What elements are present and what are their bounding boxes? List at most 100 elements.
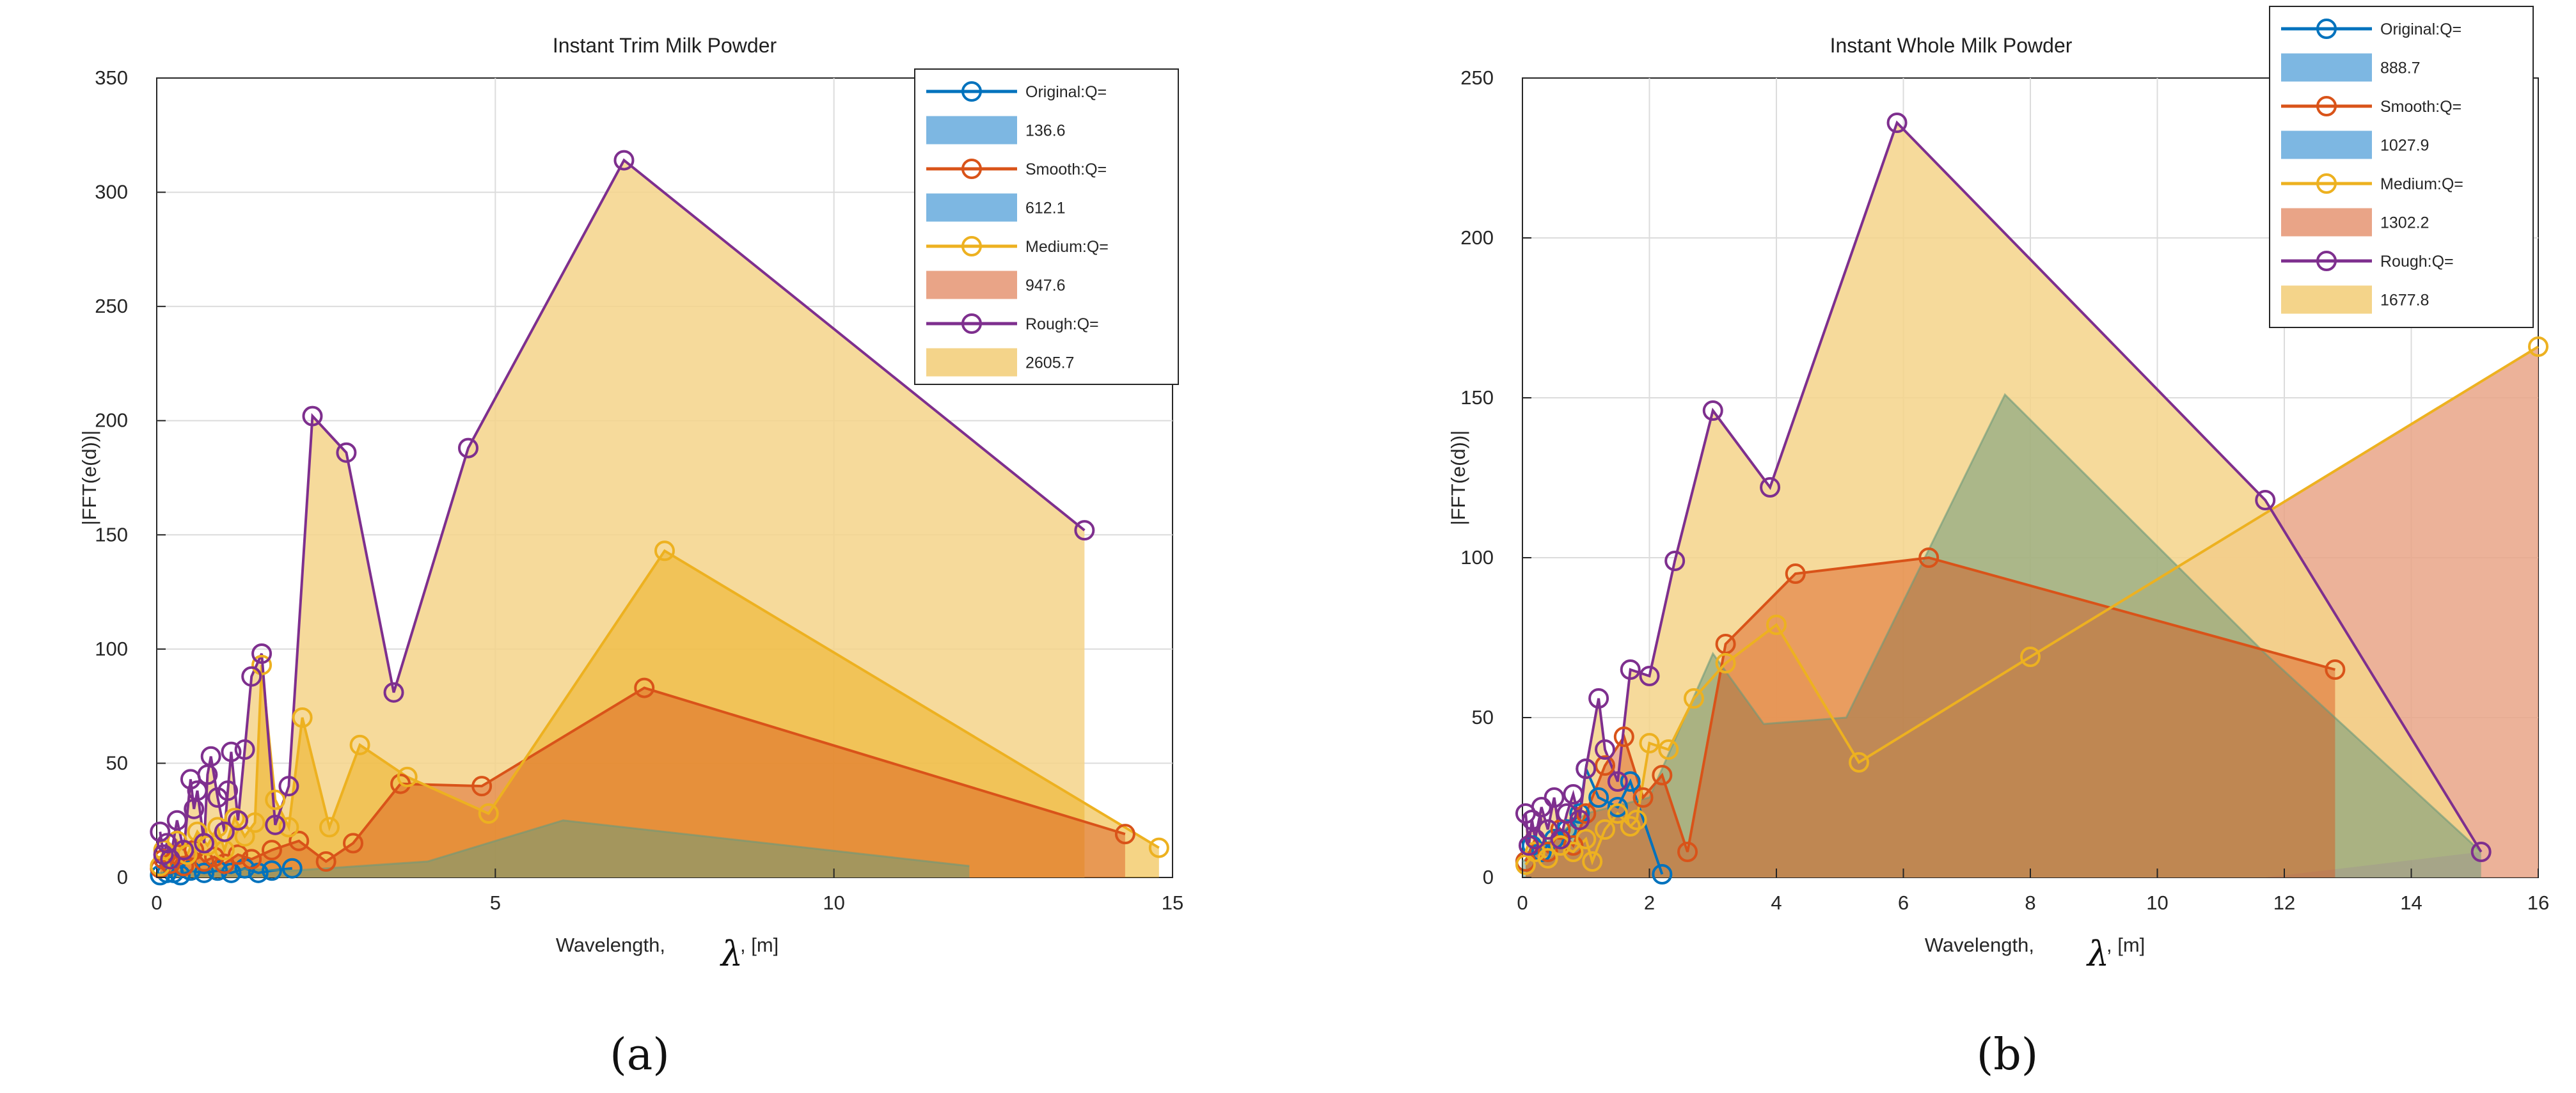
y-tick-labels: 0 50 100 150 200 250 300 350 [95,67,166,888]
data-point-rough [278,776,299,797]
legend-label: Medium:Q= [1025,238,1109,256]
x-tick-label: 2 [1644,892,1655,914]
data-point-medium [1550,835,1571,856]
legend-swatch [2281,285,2372,314]
legend-value: 1677.8 [2380,292,2429,310]
data-point-medium [1582,851,1603,872]
panel-label: (a) [610,1030,670,1080]
data-point-smooth [288,830,310,851]
data-point-medium [1683,688,1704,709]
y-tick-label: 0 [117,866,128,888]
x-tick-label: 5 [490,892,501,914]
data-point-rough [1607,771,1628,792]
legend-marker [961,159,982,179]
chart-title: Instant Trim Milk Powder [553,34,777,57]
data-point-rough [1563,784,1584,805]
y-tick-label: 100 [95,638,128,660]
x-axis-unit: , [m] [2106,934,2145,956]
legend-value: 2605.7 [1025,354,1074,372]
data-point-smooth [343,833,364,854]
legend-marker [2316,96,2337,116]
data-point-medium [397,766,418,787]
data-point-smooth [1785,563,1806,584]
y-tick-label: 0 [1483,866,1494,888]
x-tick-label: 4 [1771,892,1782,914]
data-point-medium [278,817,299,838]
data-point-rough [200,746,221,767]
x-axis-label: Wavelength, [556,934,665,956]
x-tick-label: 8 [2025,892,2035,914]
legend-label: Original:Q= [2380,20,2461,38]
y-tick-label: 350 [95,67,128,89]
data-point-medium [1849,752,1870,773]
data-point-rough [1588,688,1609,709]
x-tick-label: 12 [2273,892,2295,914]
data-point-medium [1626,810,1647,830]
y-axis-label: |FFT(e(d))| [78,430,100,526]
y-tick-label: 300 [95,181,128,203]
data-point-medium [1715,653,1736,673]
data-point-rough [1595,739,1616,760]
legend-label: Smooth:Q= [2380,98,2461,116]
panel-label: (b) [1977,1030,2039,1080]
y-tick-label: 250 [1460,67,1494,89]
y-tick-label: 50 [1472,706,1494,728]
data-point-rough [1702,400,1723,421]
legend-marker [2316,251,2337,271]
y-tick-label: 50 [106,751,128,774]
data-point-original [1620,771,1641,792]
data-point-rough [1550,829,1571,849]
x-tick-label: 10 [823,892,844,914]
series-markers [1515,113,2548,885]
data-point-medium [265,789,286,810]
data-point-rough [234,739,255,760]
x-tick-labels: 0 2 4 6 8 10 12 14 16 [1517,869,2549,914]
chart-panel-a: 0 5 10 15 0 50 100 150 200 250 300 350 Instant Tri… [78,34,1183,1080]
data-point-rough [251,643,273,664]
y-tick-label: 200 [1460,226,1494,249]
data-point-original [170,865,191,886]
data-point-rough [1074,520,1095,541]
data-point-smooth [261,840,282,861]
data-point-medium [1639,733,1660,753]
data-point-medium [1766,615,1787,635]
data-point-rough [207,787,228,808]
data-point-rough [613,150,635,171]
data-point-rough [1524,829,1545,849]
data-point-medium [1607,803,1628,824]
data-point-original [194,862,215,883]
data-point-rough [241,666,262,687]
data-point-rough [1531,797,1552,817]
legend-swatch [926,193,1017,222]
data-point-medium [1620,816,1641,837]
legend-marker [961,81,982,102]
legend-value: 136.6 [1025,122,1066,140]
data-point-medium [187,821,208,842]
legend: Original:Q= 136.6 Smooth:Q= 612.1 Medium:Q= 9… [914,68,1179,385]
legend-swatch [926,116,1017,145]
x-tick-label: 0 [1517,892,1528,914]
lambda-symbol: λ [2086,934,2109,974]
data-point-medium [1148,837,1169,858]
data-point-rough [1537,819,1558,840]
data-point-rough [1569,810,1590,830]
data-point-original [1588,787,1609,808]
legend-label: Smooth:Q= [1025,161,1107,178]
data-point-smooth [1563,835,1584,856]
area-fill-green [1522,395,2481,877]
chart-title: Instant Whole Milk Powder [1830,34,2073,57]
area-fills [157,160,1159,878]
data-point-smooth [1652,765,1673,785]
data-point-rough [1664,551,1686,571]
data-point-smooth [2325,659,2346,680]
data-point-original [261,860,282,881]
data-point-smooth [1632,787,1654,808]
data-point-original [281,858,303,879]
y-axis-label: |FFT(e(d))| [1447,430,1469,526]
panel-label-text: (a) [610,1030,670,1080]
y-tick-label: 100 [1460,546,1494,569]
data-point-rough [166,810,187,831]
data-point-rough [1760,477,1781,498]
y-tick-label: 150 [1460,386,1494,409]
